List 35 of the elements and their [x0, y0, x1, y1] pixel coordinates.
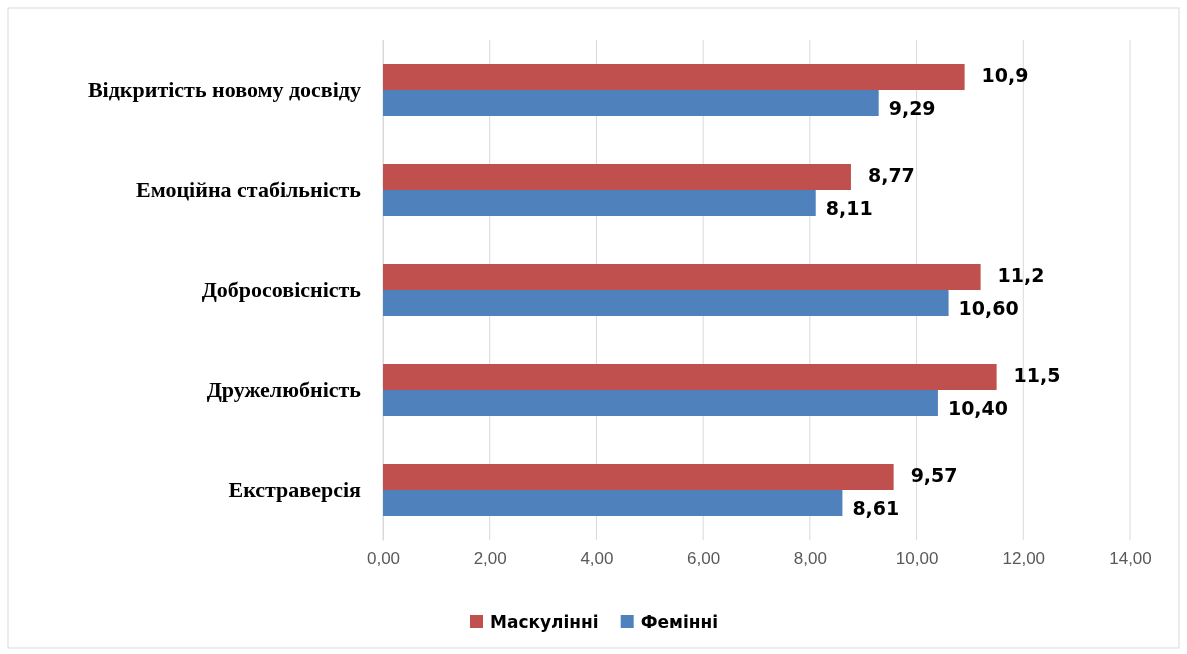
data-label: 10,40: [947, 396, 1009, 419]
bar: [383, 290, 949, 316]
bar: [383, 464, 894, 490]
data-label: 11,2: [997, 263, 1045, 286]
data-label: 8,11: [825, 196, 873, 219]
bar: [383, 490, 843, 516]
y-tick-label: Дружелюбність: [206, 377, 362, 403]
y-tick-label: Емоційна стабільність: [136, 177, 362, 203]
y-tick-label: Відкритість новому досвіду: [87, 77, 361, 103]
bar: [383, 64, 965, 90]
x-tick-label: 10,00: [895, 549, 939, 569]
x-tick-label: 0,00: [366, 549, 401, 569]
data-label: 9,57: [910, 463, 958, 486]
data-label: 11,5: [1013, 363, 1061, 386]
y-tick-label: Добросовісність: [201, 277, 362, 303]
bar: [383, 390, 938, 416]
x-tick-label: 4,00: [580, 549, 614, 569]
legend-label: Маскулінні: [490, 611, 599, 632]
data-label: 10,9: [981, 63, 1029, 86]
x-tick-label: 6,00: [687, 549, 721, 569]
data-label: 8,77: [867, 163, 915, 186]
bar: [383, 190, 816, 216]
x-tick-label: 14,00: [1109, 549, 1152, 569]
bar: [383, 264, 981, 290]
data-label: 8,61: [852, 496, 900, 519]
bar: [383, 364, 997, 390]
y-tick-label: Екстраверсія: [228, 477, 362, 503]
data-label: 10,60: [958, 296, 1019, 319]
x-tick-label: 2,00: [473, 549, 507, 569]
data-label: 9,29: [888, 96, 936, 119]
x-tick-label: 8,00: [793, 549, 827, 569]
bar: [383, 164, 851, 190]
bar: [383, 90, 879, 116]
x-tick-label: 12,00: [1002, 549, 1046, 569]
legend-label: Фемінні: [640, 611, 719, 632]
